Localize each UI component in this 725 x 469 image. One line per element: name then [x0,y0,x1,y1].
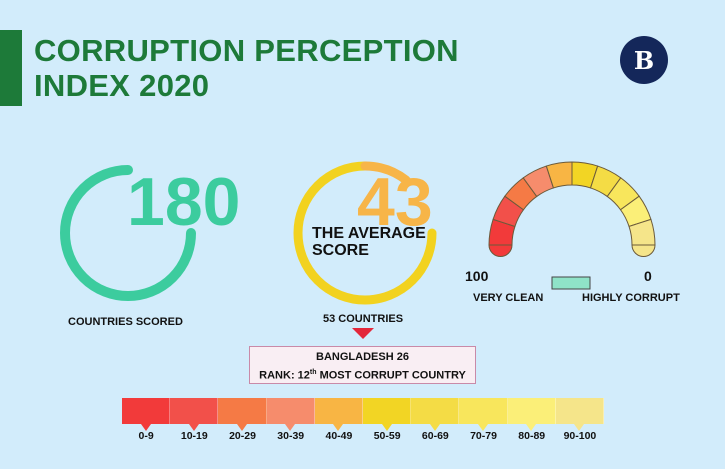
legend-label: 10-19 [180,430,208,442]
legend-tick [285,424,296,431]
legend-label: 40-49 [325,430,353,442]
average-caption-line-1: THE AVERAGE [312,225,426,242]
legend-segment [170,398,219,431]
legend-tick [574,424,585,431]
legend-segment [122,398,171,431]
corruption-meter [488,161,656,257]
bangladesh-marker-icon [352,328,374,339]
legend-tick [237,424,247,431]
legend-segment [459,398,508,431]
legend-segment [555,398,605,431]
title-line-2: INDEX 2020 [34,68,210,103]
meter-left-label: VERY CLEAN [473,292,544,304]
average-caption-line-2: SCORE [312,242,369,259]
rank-prefix: RANK: 12 [259,369,310,382]
average-caption: THE AVERAGE SCORE [312,225,426,259]
legend-segment [507,398,556,431]
countries-count: 53 COUNTRIES [323,313,404,325]
brand-logo: B [620,36,668,84]
legend-label: 90-100 [563,430,597,442]
legend-label: 50-59 [373,430,401,442]
legend-tick [188,424,199,431]
page-title: CORRUPTION PERCEPTION INDEX 2020 [34,33,459,103]
legend-tick [333,424,344,431]
legend-label: 30-39 [277,430,305,442]
legend-label: 80-89 [518,430,546,442]
rank-suffix: th [309,369,317,376]
countries-caption: COUNTRIES SCORED [68,316,183,328]
average-ring-yellow [293,161,437,305]
legend-label: 70-79 [470,430,497,442]
title-accent-bar [0,30,22,106]
legend-segment [363,398,412,431]
legend-tick [526,424,537,431]
countries-value: 180 [127,164,241,240]
legend-label: 60-69 [421,430,449,442]
meter-right-label: HIGHLY CORRUPT [582,292,680,304]
logo-letter: B [633,45,655,75]
legend-segment [218,398,267,431]
bangladesh-score: BANGLADESH 26 [316,351,409,363]
meter-end-cap [488,244,513,257]
average-value: 43 [357,164,433,240]
meter-right-value: 0 [644,268,652,284]
legend-label: 0-9 [138,430,154,442]
score-legend-bar [122,398,605,431]
legend-segment [266,398,315,431]
bangladesh-box: BANGLADESH 26 RANK: 12th MOST CORRUPT CO… [249,346,476,384]
average-ring-orange [360,161,411,185]
legend-tick [381,424,392,431]
legend-tick [478,424,489,431]
meter-needle-bar [551,276,591,290]
bangladesh-rank: RANK: 12th MOST CORRUPT COUNTRY [250,365,475,384]
countries-ring [60,165,196,301]
legend-label: 20-29 [229,430,256,442]
meter-left-value: 100 [465,268,489,284]
meter-end-cap [631,244,656,257]
rank-rest: MOST CORRUPT COUNTRY [316,369,466,382]
legend-segment [314,398,364,431]
score-legend-labels: 0-9 10-19 20-29 30-39 40-49 50-59 60-69 70-79 80… [122,430,604,442]
legend-tick [140,424,151,431]
legend-segment [411,398,460,431]
legend-tick [429,424,440,431]
title-line-1: CORRUPTION PERCEPTION [34,33,459,68]
